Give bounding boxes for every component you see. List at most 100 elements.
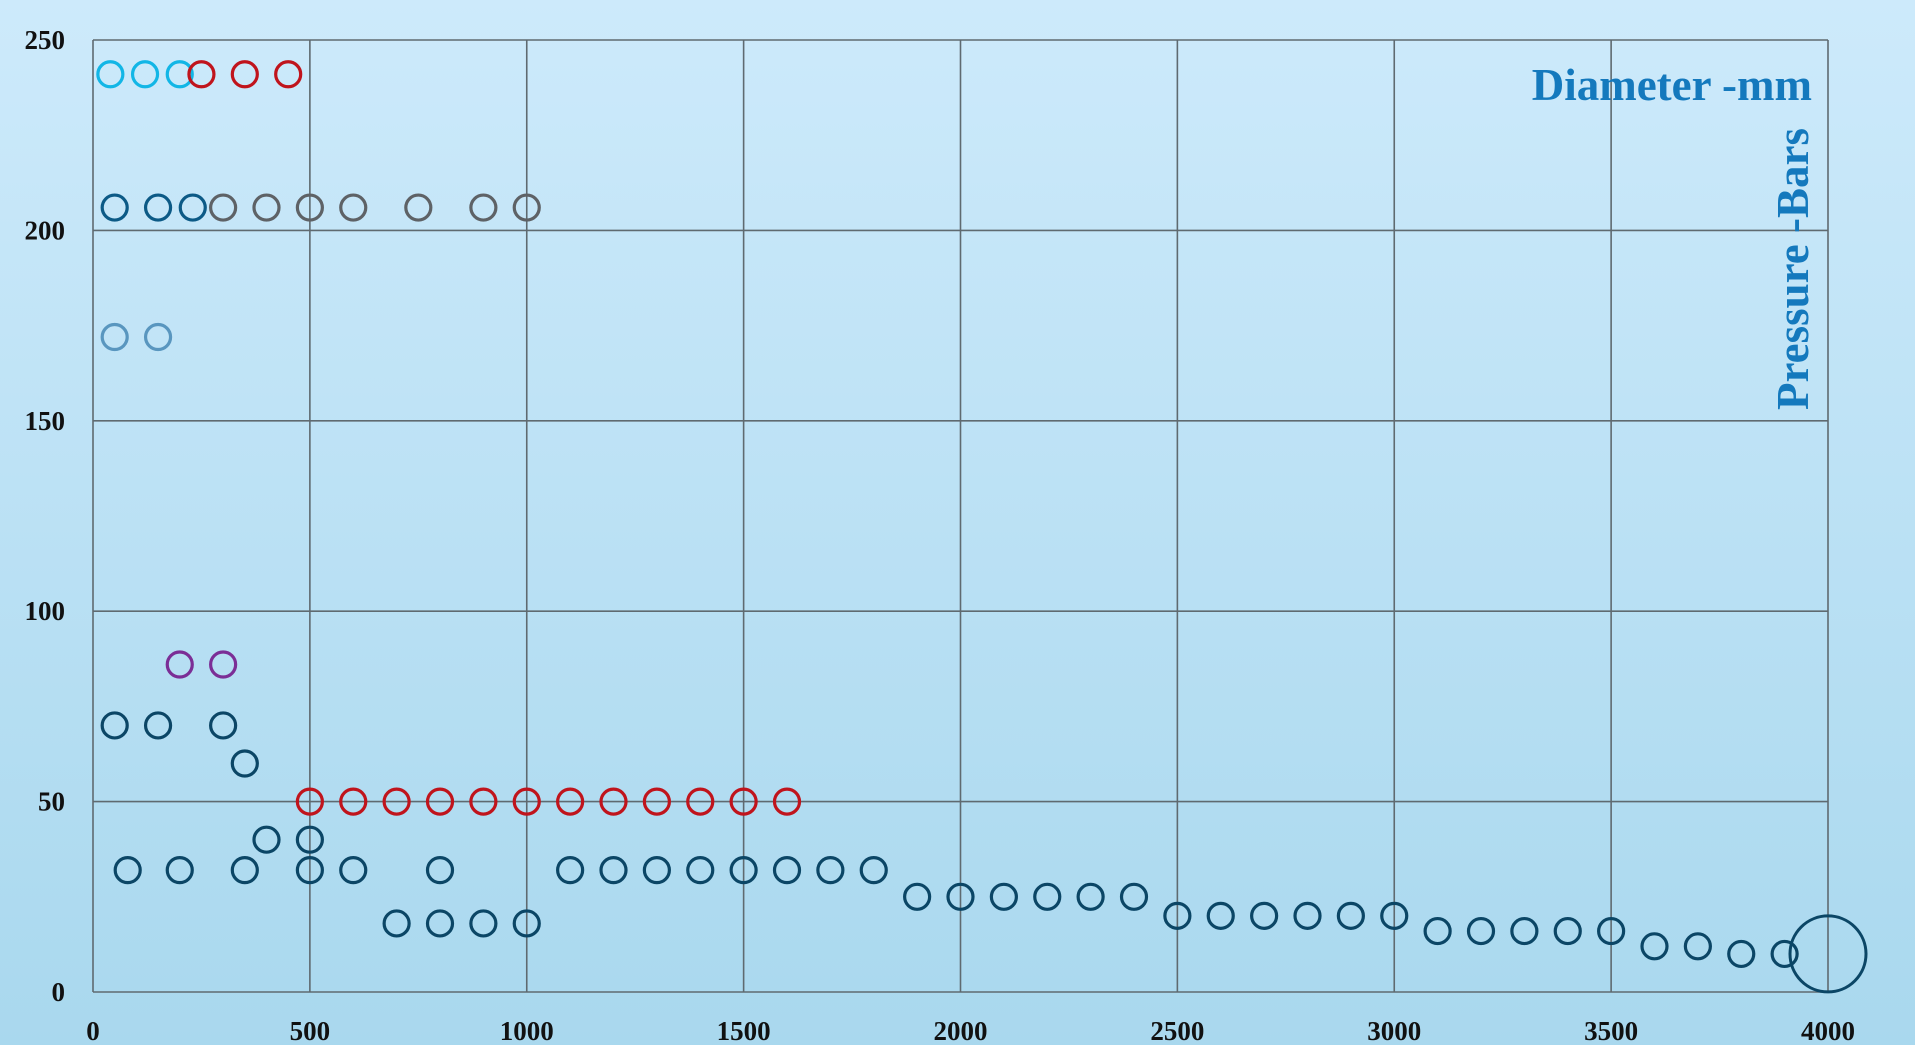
data-point bbox=[230, 856, 259, 885]
data-point bbox=[1163, 901, 1192, 930]
data-point bbox=[252, 193, 281, 222]
data-points bbox=[96, 60, 1868, 994]
data-point bbox=[295, 856, 324, 885]
data-point bbox=[1119, 882, 1149, 911]
data-point bbox=[252, 825, 281, 854]
data-point bbox=[1788, 914, 1868, 994]
data-point bbox=[143, 711, 173, 740]
data-point bbox=[165, 60, 194, 89]
data-point bbox=[165, 650, 194, 679]
data-point bbox=[230, 749, 259, 778]
data-point bbox=[1640, 932, 1669, 961]
data-point bbox=[100, 193, 129, 222]
data-point bbox=[772, 787, 802, 816]
data-point bbox=[425, 787, 455, 816]
data-point bbox=[339, 193, 368, 222]
data-point bbox=[404, 193, 433, 222]
data-point bbox=[556, 787, 585, 816]
x-axis-ticks: 0 500 1000 1500 2000 2500 3000 3500 4000 bbox=[86, 1016, 1855, 1046]
y-tick-label: 0 bbox=[52, 977, 66, 1007]
data-point bbox=[1770, 939, 1799, 969]
data-point bbox=[1510, 916, 1539, 946]
data-point bbox=[113, 856, 142, 885]
data-point bbox=[469, 909, 498, 938]
data-point bbox=[230, 60, 259, 89]
data-point bbox=[130, 60, 160, 89]
data-point bbox=[339, 856, 368, 885]
data-point bbox=[295, 193, 324, 222]
x-tick-label: 3500 bbox=[1584, 1016, 1638, 1045]
data-point bbox=[859, 856, 888, 885]
data-point bbox=[425, 909, 455, 938]
data-point bbox=[946, 882, 975, 911]
x-tick-label: 0 bbox=[86, 1016, 100, 1045]
data-point bbox=[556, 856, 585, 885]
data-point bbox=[729, 787, 758, 816]
x-tick-label: 2500 bbox=[1150, 1016, 1204, 1045]
data-point bbox=[1466, 916, 1496, 946]
data-point bbox=[512, 193, 541, 222]
y-tick-label: 250 bbox=[25, 25, 66, 55]
data-point bbox=[903, 882, 932, 911]
data-point bbox=[816, 856, 845, 885]
data-point bbox=[143, 193, 173, 222]
data-point bbox=[1076, 882, 1105, 911]
x-tick-label: 2000 bbox=[934, 1016, 988, 1045]
data-point bbox=[642, 787, 671, 816]
data-point bbox=[143, 322, 173, 352]
data-point bbox=[339, 787, 368, 816]
y-axis-title: Pressure -Bars bbox=[1768, 128, 1818, 410]
data-point bbox=[274, 60, 303, 89]
data-point bbox=[989, 882, 1018, 911]
data-point bbox=[209, 650, 238, 679]
grid bbox=[92, 39, 1829, 993]
data-point bbox=[209, 193, 238, 222]
data-point bbox=[187, 60, 216, 89]
data-point bbox=[100, 711, 129, 740]
data-point bbox=[599, 856, 628, 885]
x-tick-label: 4000 bbox=[1801, 1016, 1855, 1045]
data-point bbox=[512, 909, 541, 938]
data-point bbox=[96, 60, 125, 89]
data-point bbox=[642, 856, 671, 885]
y-tick-label: 50 bbox=[38, 787, 65, 817]
data-point bbox=[295, 787, 324, 816]
data-point bbox=[1380, 901, 1409, 930]
data-point bbox=[469, 787, 498, 816]
data-point bbox=[1033, 882, 1062, 911]
data-point bbox=[425, 856, 455, 885]
data-point bbox=[469, 193, 498, 222]
data-point bbox=[295, 825, 324, 854]
x-axis-title: Diameter -mm bbox=[1532, 60, 1812, 110]
data-point bbox=[512, 787, 541, 816]
x-tick-label: 1000 bbox=[500, 1016, 554, 1045]
data-point bbox=[100, 322, 129, 352]
x-tick-label: 3000 bbox=[1367, 1016, 1421, 1045]
data-point bbox=[382, 787, 411, 816]
x-tick-label: 1500 bbox=[717, 1016, 771, 1045]
data-point bbox=[165, 856, 194, 885]
data-point bbox=[1206, 901, 1235, 930]
data-point bbox=[1597, 916, 1626, 946]
data-point bbox=[1553, 916, 1582, 946]
data-point bbox=[772, 856, 802, 885]
data-point bbox=[178, 193, 207, 222]
data-point bbox=[1423, 916, 1452, 946]
data-point bbox=[382, 909, 411, 938]
data-point bbox=[686, 787, 715, 816]
x-tick-label: 500 bbox=[290, 1016, 331, 1045]
data-point bbox=[1336, 901, 1365, 930]
data-point bbox=[729, 856, 758, 885]
data-point bbox=[599, 787, 628, 816]
data-point bbox=[686, 856, 715, 885]
y-tick-label: 200 bbox=[25, 215, 66, 245]
y-tick-label: 150 bbox=[25, 406, 66, 436]
data-point bbox=[1727, 939, 1756, 969]
data-point bbox=[1250, 901, 1279, 930]
y-axis-ticks: 0 50 100 150 200 250 bbox=[25, 25, 66, 1007]
data-point bbox=[209, 711, 238, 740]
data-point bbox=[1293, 901, 1322, 930]
